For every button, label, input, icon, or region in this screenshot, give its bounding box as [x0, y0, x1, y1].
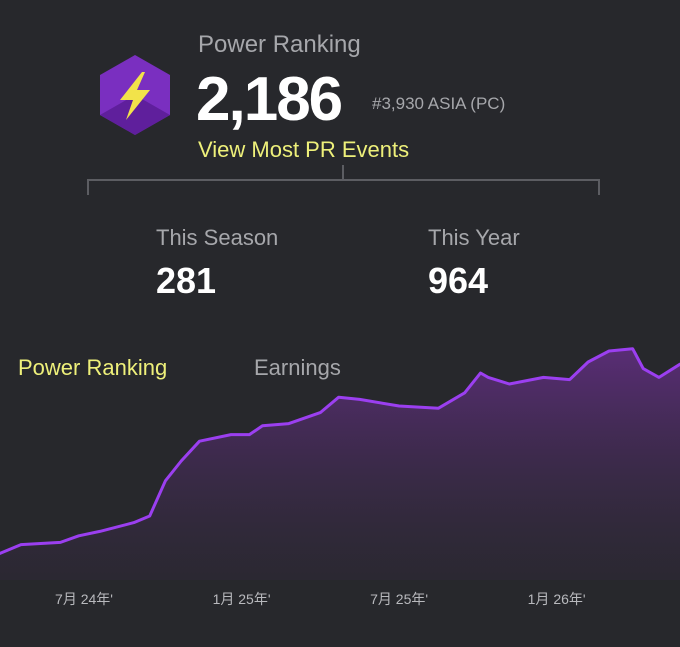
- area: [0, 348, 680, 580]
- stat-value: 964: [428, 260, 488, 301]
- score: 2,186: [196, 65, 342, 134]
- pr-icon: [100, 55, 170, 135]
- line: [0, 347, 680, 555]
- tab[interactable]: Power Ranking: [18, 355, 167, 380]
- x-tick-label: 1月 26年': [528, 591, 586, 607]
- tab[interactable]: Earnings: [254, 355, 341, 380]
- title: Power Ranking: [198, 31, 361, 58]
- bracket: [87, 165, 600, 195]
- x-tick-label: 7月 24年': [55, 591, 113, 607]
- stat-label: This Season: [156, 225, 278, 250]
- plot: 7月 24年' 1月 25年' 7月 25年' 1月 26年': [0, 347, 680, 607]
- stat-value: 281: [156, 260, 216, 301]
- stat-label: This Year: [428, 225, 520, 250]
- rank: #3,930 ASIA (PC): [372, 94, 505, 113]
- x-tick-label: 1月 25年': [213, 591, 271, 607]
- x-tick-label: 7月 25年': [370, 591, 428, 607]
- pr-events-link[interactable]: View Most PR Events: [198, 137, 409, 162]
